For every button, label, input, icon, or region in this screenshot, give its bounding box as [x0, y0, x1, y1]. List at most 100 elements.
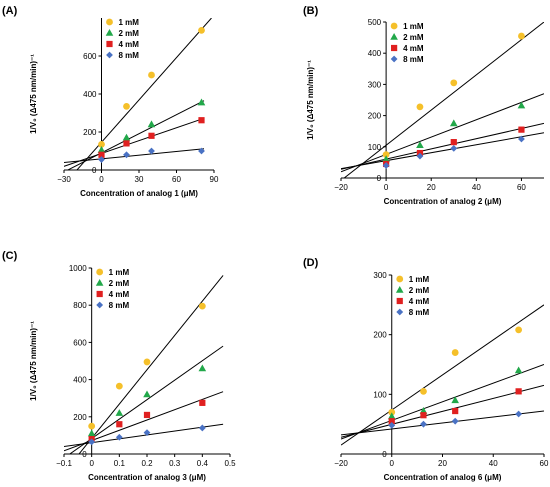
legend-marker	[106, 40, 113, 48]
legend-label: 8 mM	[403, 55, 424, 64]
data-point	[197, 98, 206, 106]
data-point	[98, 151, 105, 158]
x-axis-title: Concentration of analog 1 (μM)	[80, 189, 198, 198]
data-point	[449, 119, 458, 127]
data-point	[148, 132, 155, 139]
y-tick-label: 1000	[69, 264, 87, 273]
panel-label: (A)	[2, 5, 18, 17]
y-tick-label: 800	[73, 301, 87, 310]
data-point	[388, 408, 396, 416]
legend-marker	[96, 290, 103, 298]
data-point	[518, 126, 525, 133]
fit-line	[341, 384, 544, 438]
y-axis-title: 1/V₀ (Δ475 nm/min)⁻¹	[29, 54, 38, 134]
data-point	[198, 364, 207, 372]
fit-line	[64, 391, 224, 452]
data-point	[87, 429, 96, 437]
x-tick-label: 0	[99, 175, 104, 184]
fit-line	[76, 18, 212, 170]
data-point	[115, 433, 123, 441]
legend-marker	[396, 297, 403, 305]
legend-marker	[396, 308, 404, 316]
y-tick-label: 300	[368, 80, 382, 89]
x-tick-label: −20	[334, 183, 348, 192]
fit-line	[341, 410, 544, 436]
data-point	[198, 424, 206, 432]
data-point	[198, 147, 205, 155]
y-axis-title: 1/V₀ (Δ475 nm/min)⁻¹	[29, 321, 38, 401]
fit-line	[341, 122, 544, 170]
fit-line	[66, 100, 205, 170]
fit-line	[64, 148, 205, 164]
legend-marker	[106, 18, 113, 26]
legend-marker	[395, 286, 404, 293]
legend-label: 8 mM	[119, 51, 140, 60]
data-point	[515, 410, 523, 418]
data-point	[388, 418, 395, 425]
data-point	[97, 146, 106, 153]
legend-marker	[390, 33, 398, 40]
legend-label: 4 mM	[109, 290, 130, 299]
data-point	[416, 152, 424, 160]
legend-marker	[105, 29, 114, 36]
data-point	[450, 79, 458, 87]
fit-lines	[341, 22, 544, 178]
legend-marker	[390, 22, 398, 30]
data-point	[198, 302, 206, 310]
x-tick-label: 40	[489, 459, 498, 468]
data-point	[515, 326, 523, 334]
fit-line	[64, 117, 205, 167]
x-tick-label: −30	[57, 175, 71, 184]
data-point	[115, 409, 124, 416]
y-tick-label: 0	[382, 450, 387, 459]
data-point	[123, 140, 130, 147]
legend-marker	[95, 279, 104, 286]
fit-line	[341, 304, 544, 446]
x-tick-label: 40	[472, 183, 481, 192]
data-point	[518, 32, 525, 40]
fit-line	[64, 423, 224, 448]
data-point	[382, 155, 390, 163]
legend-label: 8 mM	[409, 308, 430, 317]
y-tick-label: 100	[368, 143, 382, 152]
data-point	[123, 151, 130, 159]
y-tick-label: 200	[83, 128, 97, 137]
legend-marker	[390, 55, 398, 63]
x-tick-label: 20	[438, 459, 447, 468]
data-point	[452, 407, 459, 415]
data-point	[450, 144, 458, 152]
legend-label: 4 mM	[409, 297, 430, 306]
chart-panel: (A) −30 0 30 60 90 0 200 400 600 Concentration of …	[2, 5, 219, 198]
data-point	[416, 103, 424, 111]
x-tick-label: 0.4	[197, 459, 209, 468]
x-tick-label: −20	[334, 459, 348, 468]
legend-label: 8 mM	[109, 301, 130, 310]
fit-lines	[341, 304, 544, 446]
legend-label: 2 mM	[409, 286, 430, 295]
y-tick-label: 300	[373, 271, 387, 280]
data-point	[517, 101, 526, 109]
data-point	[450, 139, 457, 146]
x-tick-label: −0.1	[56, 459, 72, 468]
legend-label: 4 mM	[403, 44, 424, 53]
fit-line	[341, 93, 544, 173]
y-tick-label: 200	[368, 112, 382, 121]
x-tick-label: 0.5	[224, 459, 236, 468]
fit-lines	[64, 18, 212, 170]
data-point	[518, 135, 525, 143]
data-point	[382, 162, 390, 169]
x-tick-label: 20	[427, 183, 436, 192]
y-tick-label: 600	[73, 338, 87, 347]
y-tick-label: 500	[368, 18, 382, 27]
panel-label: (D)	[303, 257, 319, 269]
legend-label: 1 mM	[109, 268, 130, 277]
data-point	[88, 438, 96, 446]
y-tick-label: 100	[373, 390, 387, 399]
data-point	[514, 366, 523, 374]
fit-line	[341, 364, 544, 440]
y-axis-title: 1/V₀ (Δ475 nm/min)⁻¹	[306, 60, 315, 140]
fit-line	[68, 345, 224, 454]
legend-marker	[96, 268, 104, 276]
legend-label: 2 mM	[119, 29, 140, 38]
